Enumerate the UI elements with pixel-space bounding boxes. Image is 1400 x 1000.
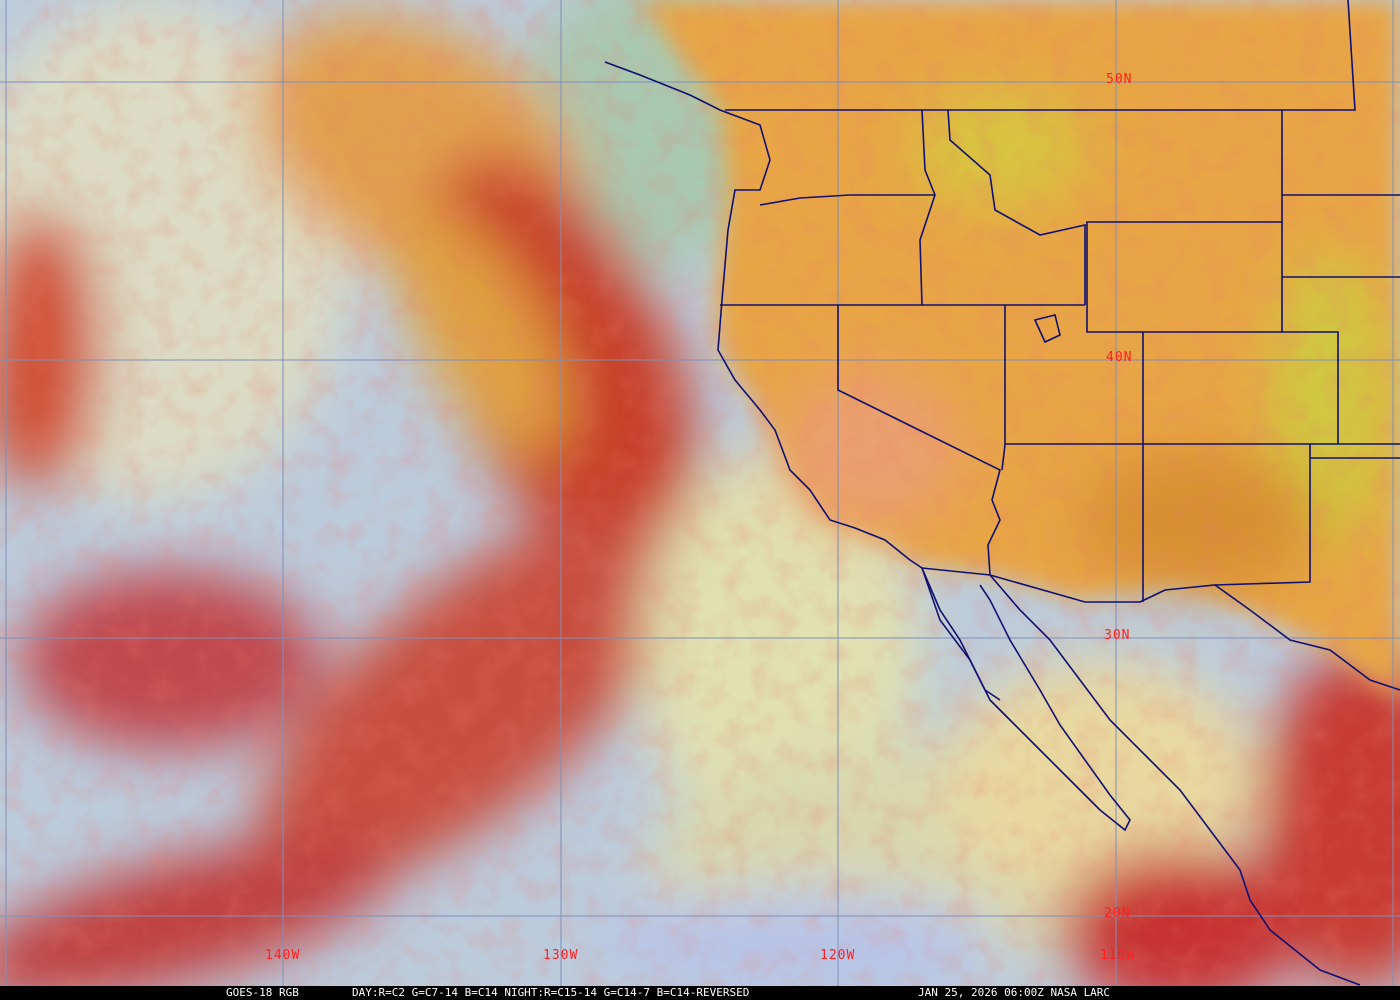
nv-ut-border bbox=[1001, 305, 1006, 471]
political-borders bbox=[604, 0, 1400, 986]
satellite-name: GOES-18 RGB bbox=[226, 986, 299, 999]
latitude-label-50n: 50N bbox=[1106, 72, 1133, 87]
rgb-recipe: DAY:R=C2 G=C7-14 B=C14 NIGHT:R=C15-14 G=… bbox=[352, 986, 750, 999]
id-border-west bbox=[919, 109, 936, 306]
longitude-label-130w: 130W bbox=[543, 948, 579, 963]
image-caption-bar: GOES-18 RGB DAY:R=C2 G=C7-14 B=C14 NIGHT… bbox=[0, 986, 1400, 1000]
latitude-label-40n: 40N bbox=[1106, 350, 1133, 365]
ca-nv-border bbox=[837, 305, 1001, 576]
latitude-label-30n: 30N bbox=[1104, 628, 1131, 643]
latitude-label-20n: 20N bbox=[1104, 906, 1131, 921]
baja-coastline bbox=[921, 567, 1131, 832]
id-mt-border bbox=[947, 109, 1086, 305]
four-corners-borders bbox=[1005, 331, 1400, 602]
us-canada-border bbox=[725, 0, 1356, 111]
longitude-label-140w: 140W bbox=[265, 948, 301, 963]
nm-tx-border bbox=[1214, 444, 1400, 586]
longitude-label-120w: 120W bbox=[820, 948, 856, 963]
wa-or-border bbox=[759, 194, 935, 206]
great-salt-lake bbox=[1033, 314, 1061, 344]
timestamp-credit: JAN 25, 2026 06:00Z NASA LARC bbox=[918, 986, 1111, 999]
mexico-gulf-coastline bbox=[989, 574, 1361, 986]
dakotas-border bbox=[1281, 110, 1400, 278]
longitude-label-110w: 110W bbox=[1100, 948, 1136, 963]
